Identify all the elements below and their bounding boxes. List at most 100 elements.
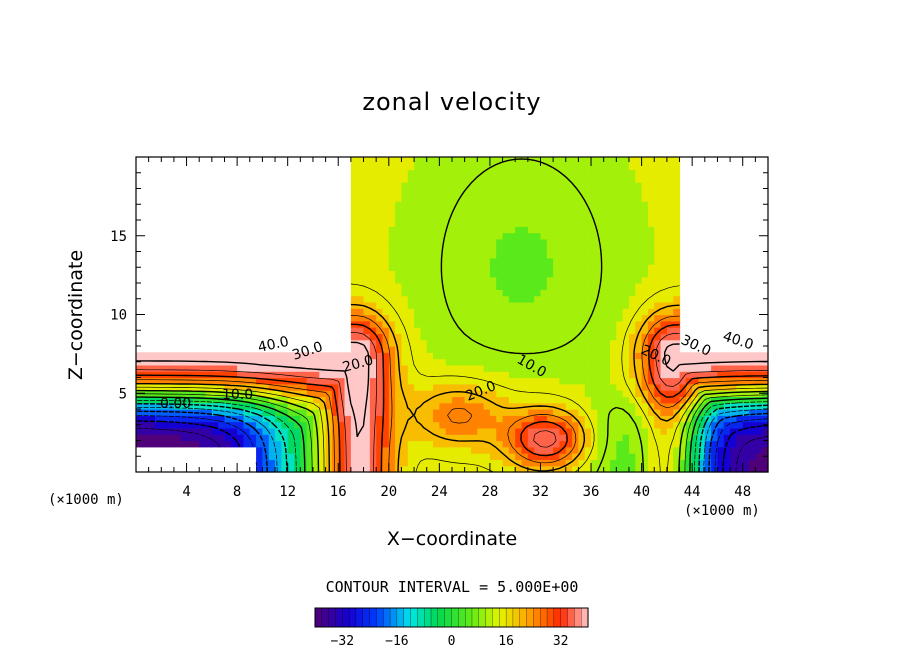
field-cell (692, 396, 700, 404)
field-cell (584, 339, 592, 347)
field-cell (470, 238, 478, 246)
field-cell (540, 346, 548, 353)
field-cell (616, 459, 624, 467)
field-cell (489, 245, 497, 253)
field-cell (357, 289, 365, 297)
field-cell (666, 251, 674, 259)
field-cell (395, 440, 403, 448)
field-cell (660, 301, 668, 309)
field-cell (433, 434, 440, 442)
field-cell (477, 308, 485, 316)
field-cell (388, 169, 396, 177)
field-cell (439, 415, 447, 423)
field-cell (211, 364, 219, 372)
field-cell (591, 232, 598, 240)
field-cell (439, 339, 447, 347)
field-cell (527, 396, 535, 404)
field-cell (458, 270, 466, 278)
field-cell (578, 333, 586, 341)
field-cell (205, 390, 213, 397)
field-cell (395, 188, 403, 196)
field-cell (445, 213, 453, 221)
field-cell (654, 201, 662, 208)
field-cell (591, 194, 598, 202)
field-cell (433, 257, 440, 265)
field-cell (350, 257, 358, 265)
field-cell (546, 453, 554, 460)
field-cell (673, 308, 681, 316)
field-cell (167, 396, 175, 404)
field-cell (521, 314, 529, 322)
field-cell (407, 213, 415, 221)
field-cell (376, 264, 384, 271)
field-cell (489, 402, 497, 410)
field-cell (439, 320, 447, 328)
field-cell (445, 402, 453, 410)
field-cell (616, 238, 624, 246)
field-cell (433, 213, 440, 221)
field-cell (635, 220, 643, 227)
field-cell (508, 175, 516, 183)
field-cell (477, 320, 485, 328)
field-cell (180, 364, 188, 372)
field-cell (553, 289, 561, 297)
field-cell (489, 226, 497, 234)
field-cell (458, 175, 466, 183)
field-cell (502, 446, 510, 454)
field-cell (161, 440, 169, 448)
field-cell (591, 402, 598, 410)
field-cell (275, 459, 282, 467)
field-cell (237, 440, 245, 448)
field-cell (515, 390, 523, 397)
field-cell (527, 270, 535, 278)
field-cell (496, 396, 504, 404)
field-cell (483, 339, 491, 347)
field-cell (464, 169, 472, 177)
field-cell (331, 453, 339, 460)
field-cell (306, 434, 314, 442)
field-cell (477, 390, 485, 397)
field-cell (641, 465, 649, 473)
field-cell (369, 339, 377, 347)
field-cell (249, 352, 257, 360)
field-cell (401, 251, 409, 259)
field-cell (388, 251, 396, 259)
field-cell (388, 257, 396, 265)
field-cell (452, 289, 459, 297)
field-cell (331, 446, 339, 454)
field-cell (673, 169, 681, 177)
field-cell (502, 295, 510, 303)
field-cell (540, 213, 548, 221)
field-cell (591, 371, 598, 379)
field-cell (641, 226, 649, 234)
field-cell (679, 390, 687, 397)
field-cell (470, 283, 478, 290)
field-cell (464, 308, 472, 316)
field-cell (572, 383, 579, 391)
field-cell (647, 421, 655, 429)
field-cell (483, 257, 491, 265)
field-cell (742, 383, 750, 391)
field-cell (237, 377, 245, 385)
field-cell (572, 390, 579, 397)
field-cell (376, 276, 384, 284)
field-cell (641, 301, 649, 309)
field-cell (218, 421, 226, 429)
field-cell (673, 175, 681, 183)
field-cell (426, 308, 434, 316)
field-cell (616, 364, 624, 372)
field-cell (647, 175, 655, 183)
field-cell (464, 295, 472, 303)
field-cell (395, 163, 403, 171)
field-cell (622, 301, 630, 309)
field-cell (376, 446, 384, 454)
field-cell (382, 289, 390, 297)
field-cell (641, 358, 649, 366)
field-cell (445, 421, 453, 429)
field-cell (350, 459, 358, 467)
field-cell (679, 421, 687, 429)
field-cell (723, 446, 731, 454)
field-cell (647, 453, 655, 460)
field-cell (622, 188, 630, 196)
contour-label: 40.0 (721, 329, 756, 354)
